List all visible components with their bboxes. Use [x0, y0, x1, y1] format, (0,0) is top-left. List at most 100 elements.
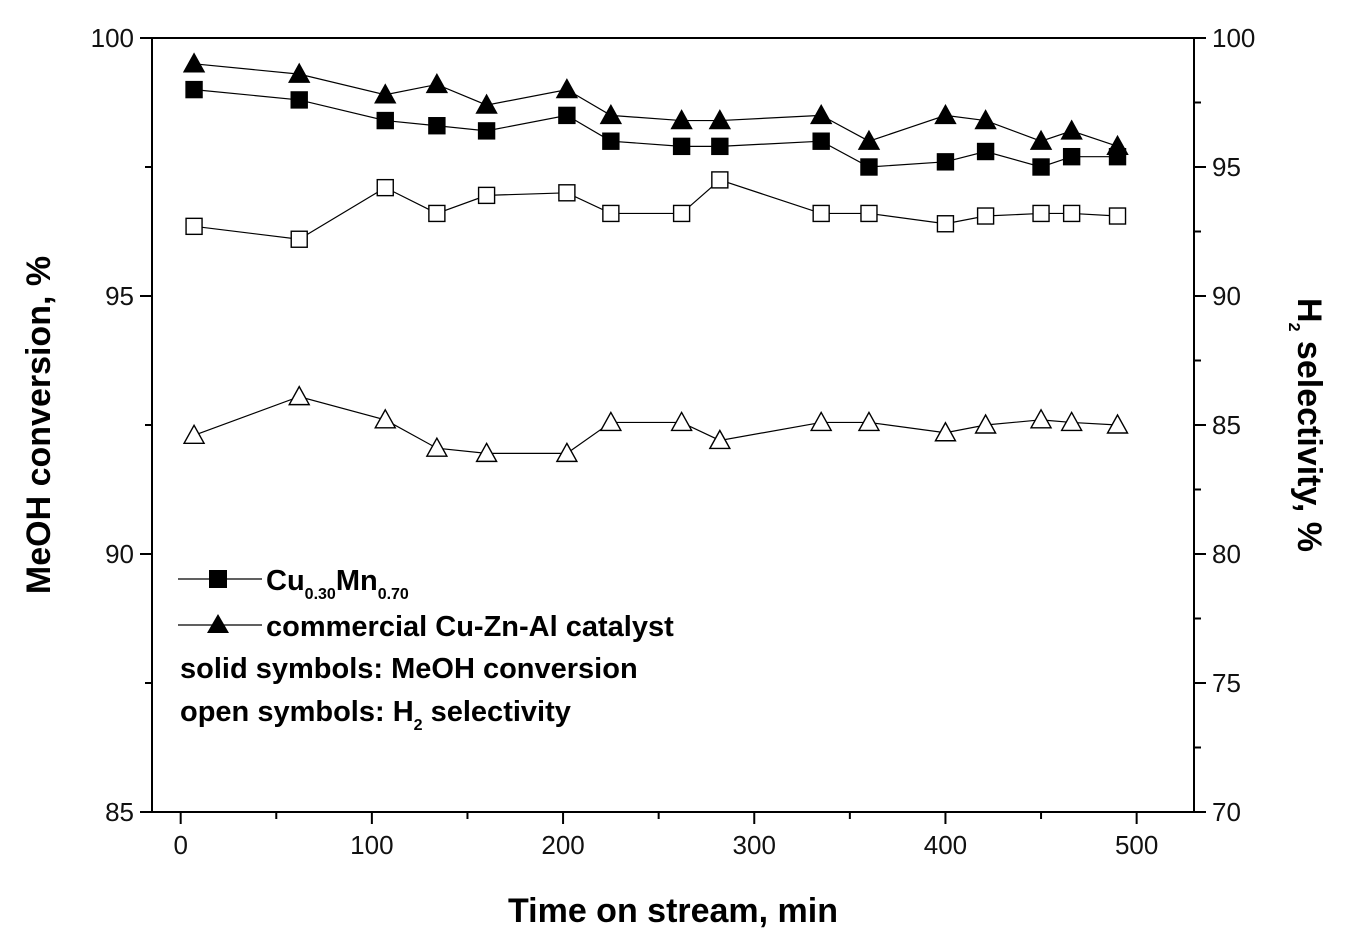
series-1 [182, 52, 1129, 156]
x-tick-label: 300 [733, 830, 776, 860]
series-layer [182, 52, 1129, 463]
data-point [599, 103, 623, 125]
data-point [425, 436, 449, 457]
data-point [602, 132, 620, 150]
data-point [936, 215, 955, 233]
data-point [290, 230, 308, 248]
series-line [194, 63, 1118, 147]
data-point [1032, 204, 1050, 223]
right-y-tick-label: 75 [1212, 668, 1241, 698]
data-point [558, 184, 576, 202]
data-point [1032, 158, 1050, 176]
data-point [182, 423, 206, 445]
data-point [711, 137, 729, 156]
legend-marker-square [209, 570, 227, 588]
data-point [936, 153, 955, 171]
data-point [672, 204, 691, 223]
data-point [812, 132, 830, 150]
x-tick-label: 0 [173, 830, 187, 860]
legend-label-cu-base2: Mn [336, 565, 378, 597]
legend-note-solid: solid symbols: MeOH conversion [180, 653, 638, 685]
data-point [475, 441, 498, 463]
data-point [288, 62, 311, 83]
x-tick-label: 200 [541, 830, 584, 860]
data-point [374, 408, 397, 429]
data-point [1029, 129, 1053, 150]
data-point [428, 117, 446, 135]
data-point [670, 109, 693, 130]
legend-label-cu-base1: Cu [266, 565, 305, 597]
data-point [599, 410, 623, 432]
data-point [672, 137, 691, 156]
data-point [1106, 134, 1129, 156]
data-point [602, 204, 620, 223]
right-y-tick-label: 85 [1212, 410, 1241, 440]
data-point [670, 410, 693, 432]
series-line [193, 395, 1118, 454]
right-y-tick-label: 100 [1212, 23, 1255, 53]
legend-note-open: open symbols: H2 selectivity [180, 696, 571, 734]
data-point [857, 410, 881, 432]
left-y-tick-label: 95 [105, 281, 134, 311]
legend-note-open-suffix: selectivity [423, 696, 571, 728]
x-axis: 0 100 200 300 400 500 [173, 812, 1158, 860]
x-tick-label: 400 [924, 830, 967, 860]
data-point [376, 111, 394, 130]
data-point [857, 129, 881, 150]
data-point [182, 52, 206, 73]
x-axis-title: Time on stream, min [508, 892, 838, 930]
legend-note-open-prefix: open symbols: H [180, 696, 414, 728]
x-tick-label: 100 [350, 830, 393, 860]
data-point [1108, 207, 1127, 225]
data-point [809, 103, 833, 125]
data-point [809, 410, 833, 432]
data-point [555, 441, 579, 463]
left-y-axis: 85 90 95 100 [91, 23, 152, 827]
legend-note-open-sub: 2 [414, 717, 423, 734]
right-y-tick-label: 90 [1212, 281, 1241, 311]
data-point [711, 171, 729, 189]
data-point [425, 72, 449, 94]
data-point [185, 217, 203, 236]
right-y-axis-title-prefix: H [1290, 298, 1328, 323]
data-point [1062, 147, 1081, 166]
data-point [812, 204, 830, 223]
legend-label-commercial: commercial Cu-Zn-Al catalyst [266, 611, 674, 643]
data-point [475, 93, 498, 114]
right-y-tick-label: 70 [1212, 797, 1241, 827]
legend-label-cu-sub2: 0.70 [378, 586, 409, 603]
left-y-axis-title: MeOH conversion, % [20, 256, 58, 594]
data-point [558, 106, 576, 125]
right-y-tick-label: 80 [1212, 539, 1241, 569]
data-point [1060, 410, 1083, 432]
right-y-axis: 70 75 80 85 90 95 100 [1194, 23, 1255, 827]
left-y-tick-label: 90 [105, 539, 134, 569]
left-y-tick-label: 85 [105, 797, 134, 827]
data-point [290, 91, 308, 109]
right-y-axis-title-suffix: selectivity, % [1290, 331, 1328, 552]
data-point [374, 83, 397, 104]
legend-label-cu: Cu0.30Mn0.70 [266, 565, 409, 603]
data-point [934, 421, 957, 442]
data-point [1029, 408, 1053, 429]
data-point [860, 204, 878, 223]
data-point [1106, 413, 1129, 434]
data-point [974, 109, 997, 130]
right-y-tick-label: 95 [1212, 152, 1241, 182]
left-y-tick-label: 100 [91, 23, 134, 53]
data-point [555, 78, 579, 99]
data-point [974, 413, 997, 434]
series-3 [182, 385, 1129, 463]
data-point [477, 186, 496, 205]
data-point [288, 385, 311, 406]
right-y-axis-title-sub: 2 [1285, 323, 1302, 332]
x-tick-label: 500 [1115, 830, 1158, 860]
legend: Cu0.30Mn0.70 commercial Cu-Zn-Al catalys… [178, 565, 674, 734]
legend-marker-triangle [207, 614, 229, 633]
data-point [1062, 204, 1081, 223]
series-0 [185, 80, 1127, 176]
data-point [976, 207, 995, 225]
data-point [708, 429, 732, 450]
data-point [976, 142, 995, 161]
